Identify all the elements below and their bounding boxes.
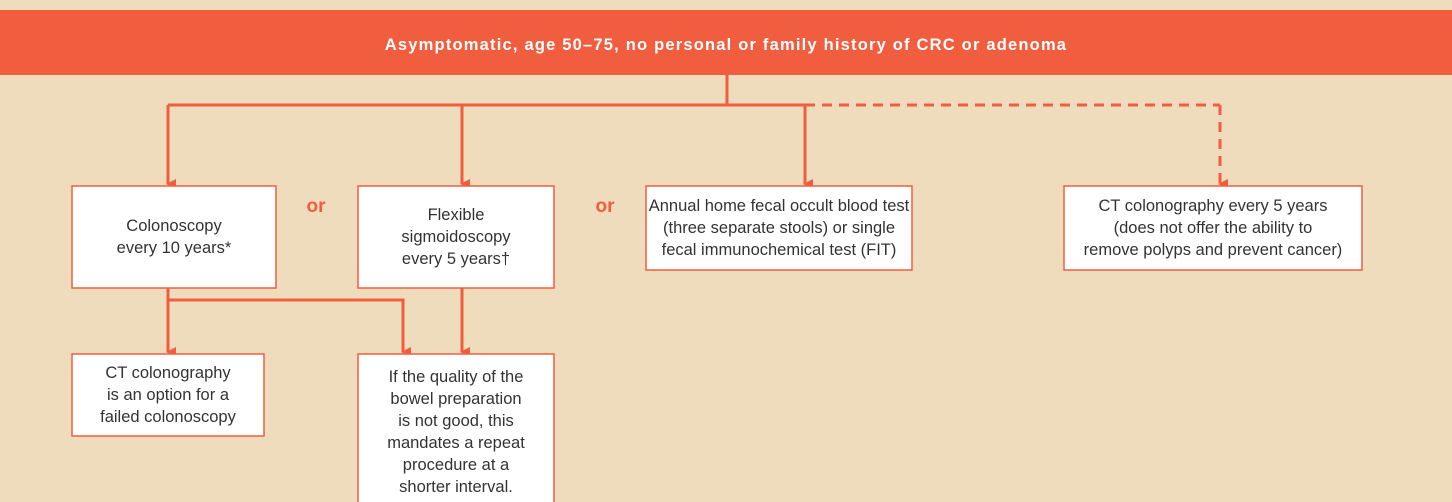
node-box [71,185,277,289]
node-text: every 5 years† [402,250,510,268]
node-text: remove polyps and prevent cancer) [1084,241,1343,259]
node-text: mandates a repeat [387,434,525,452]
node: Annual home fecal occult blood test (thre… [645,185,913,271]
node: CT colonography every 5 years (does not o… [1063,185,1363,271]
node: Flexible sigmoidoscopy every 5 years† [357,185,555,289]
node-text: failed colonoscopy [100,408,237,426]
or-label: or [307,196,327,217]
node-text: CT colonography [105,364,231,382]
node-text: (does not offer the ability to [1114,219,1313,237]
or-label: or [596,196,616,217]
node-text: (three separate stools) or single [663,219,895,237]
connectors [166,75,1228,357]
node-box [1063,185,1363,271]
node-text: fecal immunochemical test (FIT) [662,241,897,259]
node-text: is an option for a [107,386,230,404]
arrow [168,298,411,357]
node-box [645,185,913,271]
header-bar [0,10,1452,75]
node-box [71,353,265,437]
node-box [357,185,555,289]
node-text: bowel preparation [390,390,521,408]
node-text: sigmoidoscopy [401,228,511,246]
node-text: CT colonography every 5 years [1099,197,1328,215]
node-text: procedure at a [403,456,510,474]
node-text: Colonoscopy [126,217,222,235]
nodes: Colonoscopy every 10 years* Flexible sigmoi… [71,185,1363,502]
node: Colonoscopy every 10 years* [71,185,277,289]
node-text: shorter interval. [399,478,513,496]
node-text: Flexible [428,206,485,224]
header-title: Asymptomatic, age 50–75, no personal or … [385,36,1067,54]
node-text: every 10 years* [117,239,232,257]
node-text: Annual home fecal occult blood test [649,197,910,215]
node-box [357,353,555,502]
node: CT colonography is an option for a failed … [71,353,265,437]
node: If the quality of the bowel preparation is… [357,353,555,502]
node-text: If the quality of the [389,368,524,386]
node-text: is not good, this [398,412,514,430]
